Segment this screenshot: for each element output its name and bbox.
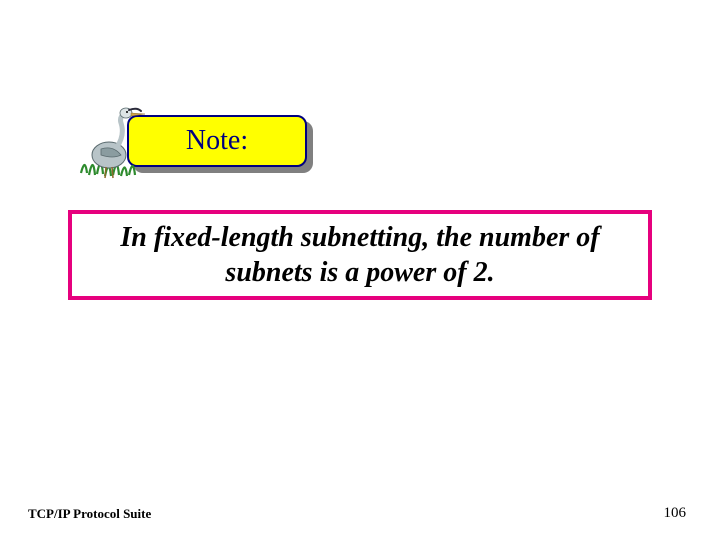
footer-title: TCP/IP Protocol Suite: [28, 506, 151, 522]
heron-icon: [79, 105, 149, 180]
note-label: Note:: [186, 125, 248, 157]
main-text: In fixed-length subnetting, the number o…: [84, 220, 636, 290]
note-box: Note:: [127, 115, 307, 167]
page-number: 106: [664, 505, 687, 522]
main-content-box: In fixed-length subnetting, the number o…: [68, 210, 652, 300]
